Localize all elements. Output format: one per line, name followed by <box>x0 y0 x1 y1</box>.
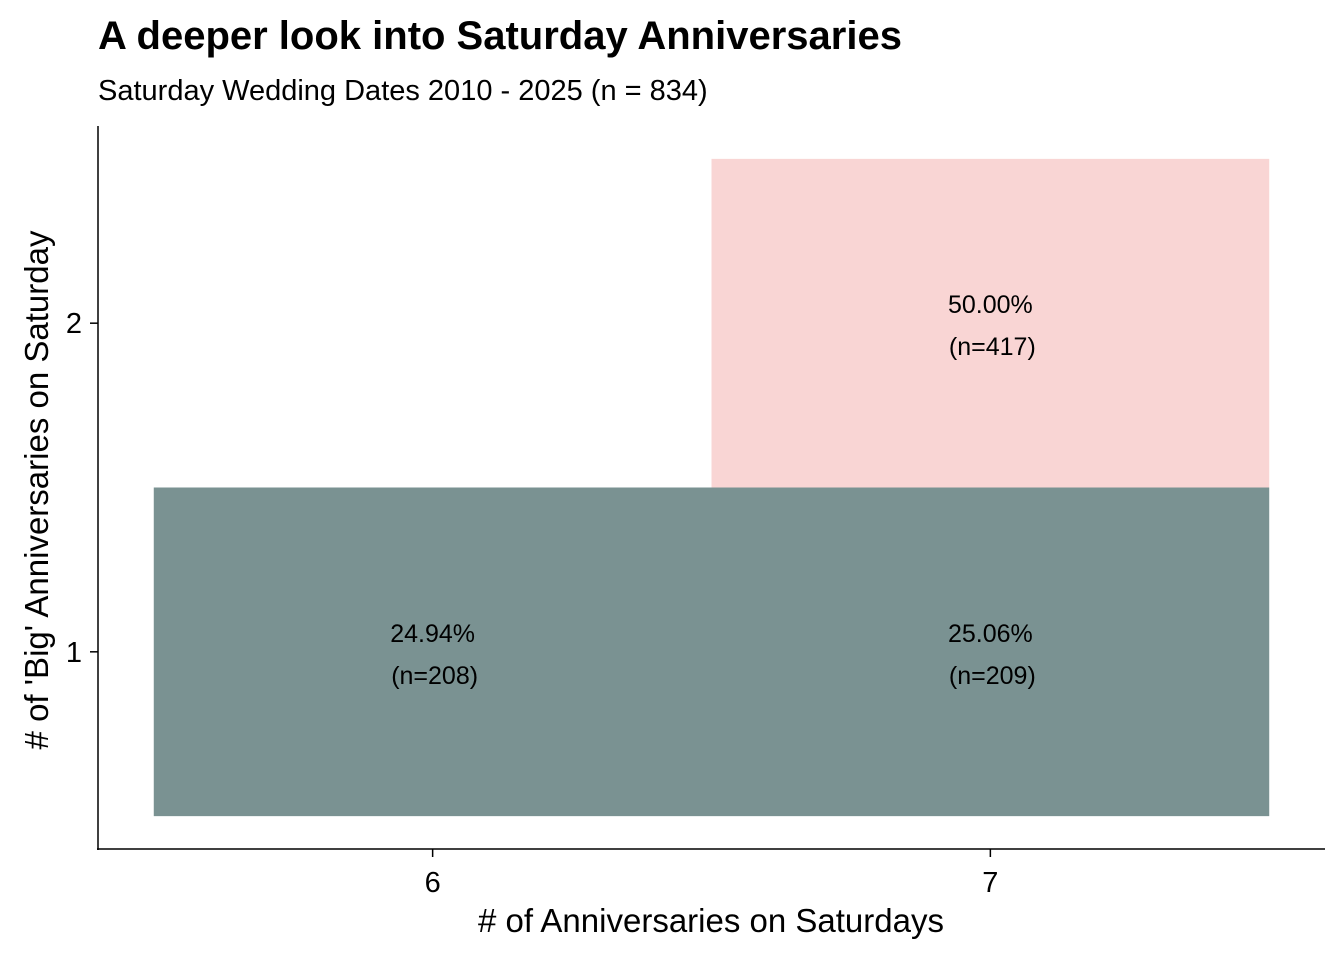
x-tick-label: 7 <box>982 867 998 899</box>
y-axis-label: # of 'Big' Anniversaries on Saturday <box>18 230 55 749</box>
cells-layer <box>153 158 1270 817</box>
cell-labels-layer: 24.94% (n=208) 25.06% (n=209) 50.00% (n=417) <box>390 291 1036 690</box>
heatmap-cell <box>711 158 1270 488</box>
cell-count-label: (n=209) <box>949 662 1036 690</box>
cell-percent-label: 24.94% <box>390 620 475 648</box>
cell-count-label: (n=417) <box>949 333 1036 361</box>
x-tick-label: 6 <box>425 867 441 899</box>
heatmap-cell <box>711 487 1270 817</box>
x-axis-label: # of Anniversaries on Saturdays <box>478 902 944 939</box>
y-tick-label: 1 <box>66 637 82 669</box>
y-ticks: 12 <box>66 308 98 669</box>
cell-percent-label: 50.00% <box>948 291 1033 319</box>
cell-percent-label: 25.06% <box>948 620 1033 648</box>
y-tick-label: 2 <box>66 308 82 340</box>
heatmap-cell <box>153 487 712 817</box>
chart-subtitle: Saturday Wedding Dates 2010 - 2025 (n = … <box>98 75 708 107</box>
chart-title: A deeper look into Saturday Anniversarie… <box>98 14 902 58</box>
cell-count-label: (n=208) <box>391 662 478 690</box>
